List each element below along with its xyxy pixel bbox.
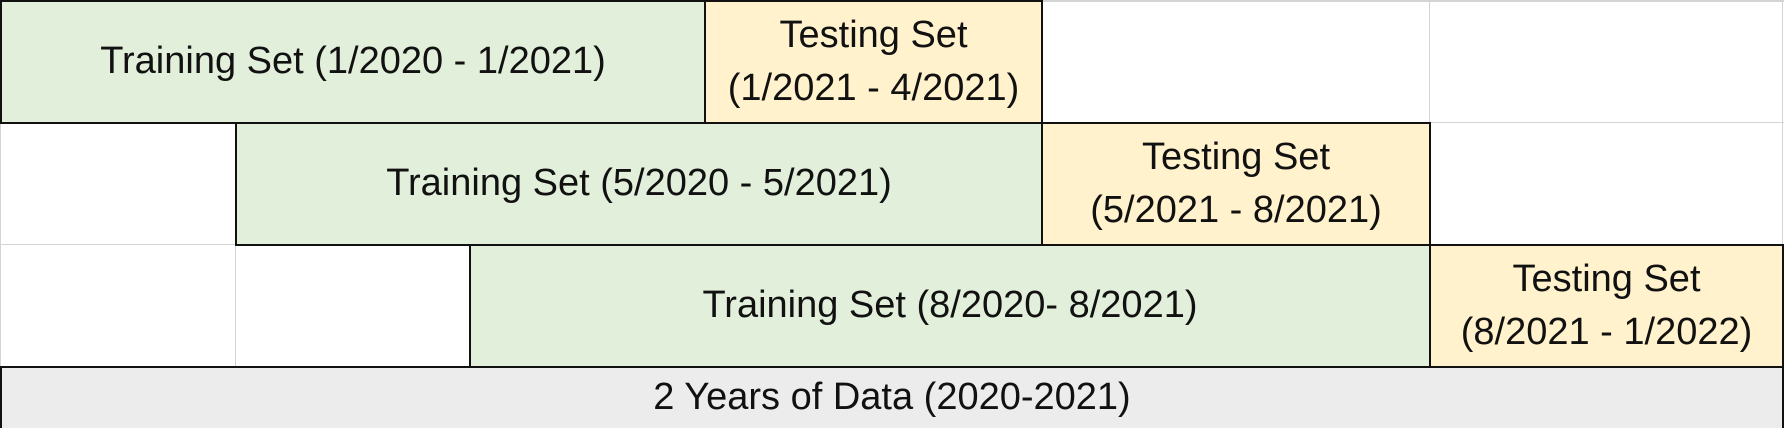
total-data-span-label: 2 Years of Data (2020-2021): [653, 376, 1131, 419]
gridline: [0, 0, 1, 428]
testing-set-label: Testing Set: [1512, 257, 1701, 300]
testing-set-label: Testing Set: [1142, 135, 1330, 178]
testing-set-range: (5/2021 - 8/2021): [1090, 189, 1382, 231]
testing-set-range: (8/2021 - 1/2022): [1460, 311, 1753, 353]
total-data-span-bar: 2 Years of Data (2020-2021): [0, 366, 1784, 428]
training-set-label: Training Set (8/2020- 8/2021): [702, 284, 1198, 327]
testing-set-label: Testing Set: [779, 13, 968, 56]
testing-set-block-1: Testing Set (1/2021 - 4/2021): [704, 0, 1043, 124]
training-set-label: Training Set (5/2020 - 5/2021): [386, 162, 892, 205]
testing-set-block-2: Testing Set (5/2021 - 8/2021): [1041, 122, 1431, 246]
testing-set-block-3: Testing Set (8/2021 - 1/2022): [1429, 244, 1784, 368]
gridline: [1782, 0, 1783, 428]
training-set-block-2: Training Set (5/2020 - 5/2021): [235, 122, 1043, 246]
training-set-block-3: Training Set (8/2020- 8/2021): [469, 244, 1431, 368]
training-set-label: Training Set (1/2020 - 1/2021): [100, 40, 606, 83]
testing-set-range: (1/2021 - 4/2021): [727, 67, 1020, 109]
training-set-block-1: Training Set (1/2020 - 1/2021): [0, 0, 706, 124]
